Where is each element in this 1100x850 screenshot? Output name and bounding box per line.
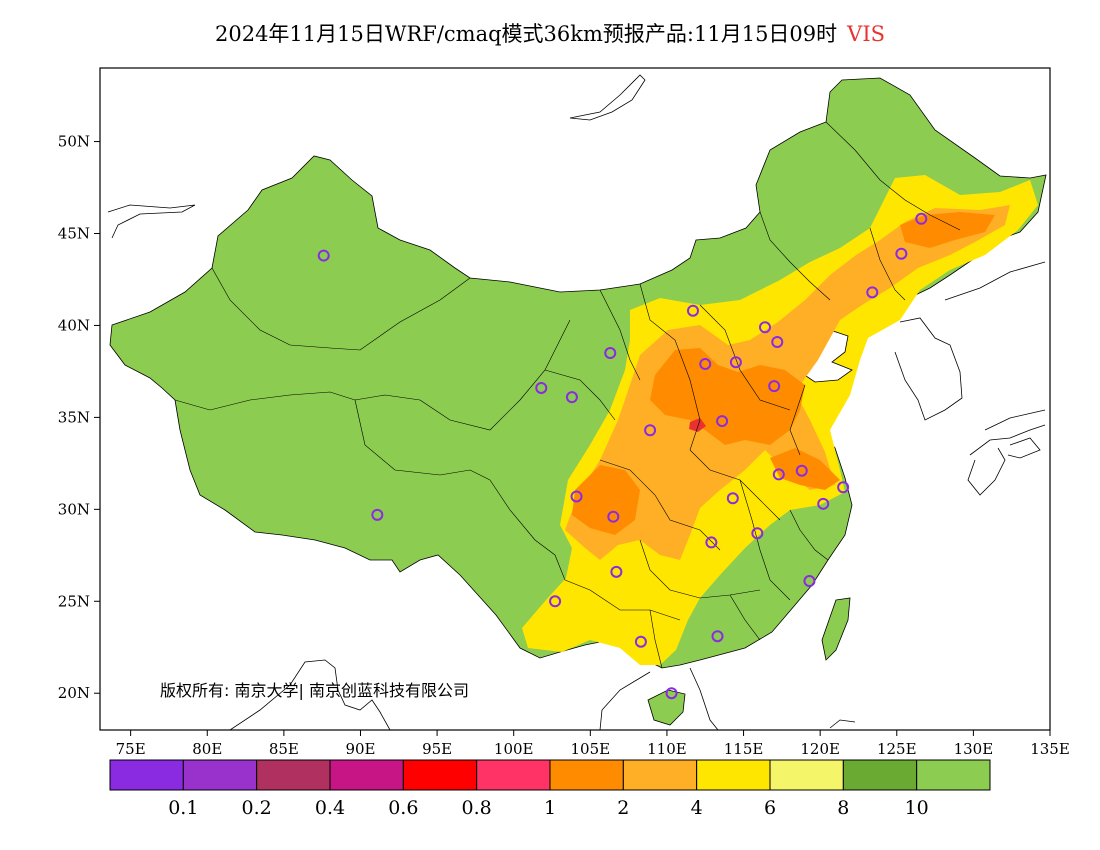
station-marker — [570, 490, 583, 503]
visibility-band-0-6-0-8 — [689, 418, 706, 432]
visibility-band-1-2-sichuan — [572, 465, 640, 535]
colorbar-label: 0.1 — [168, 797, 198, 819]
colorbar-swatch — [402, 759, 478, 791]
colorbar-label: 4 — [691, 797, 703, 819]
colorbar-swatch — [109, 759, 184, 791]
latitude-axis: 20N 25N 30N 35N 40N 45N 50N — [58, 133, 100, 702]
station-marker — [772, 468, 785, 481]
lon-tick-label: 105E — [571, 740, 611, 758]
lon-tick-label: 100E — [494, 740, 534, 758]
colorbar-label: 0.8 — [462, 797, 492, 819]
neighbour-coastlines — [107, 74, 1046, 730]
station-marker — [716, 415, 729, 428]
station-marker — [665, 687, 678, 700]
station-marker — [895, 247, 908, 260]
map-frame-border — [99, 67, 1051, 731]
station-marker — [866, 286, 879, 299]
lon-tick-label: 135E — [1030, 740, 1070, 758]
station-marker — [751, 527, 764, 540]
station-marker — [607, 510, 620, 523]
station-marker — [535, 381, 548, 394]
colorbar-label: 0.6 — [388, 797, 418, 819]
colorbar-label: 2 — [617, 797, 629, 819]
copyright-text: 版权所有: 南京大学| 南京创蓝科技有限公司 — [160, 681, 469, 700]
lat-tick-label: 25N — [58, 592, 90, 610]
map-title: 2024年11月15日WRF/cmaq模式36km预报产品:11月15日09时 V… — [0, 18, 1100, 48]
station-marker — [837, 481, 850, 494]
visibility-band-1-2-northeast — [900, 212, 995, 248]
lon-tick-label: 75E — [116, 740, 146, 758]
station-markers — [317, 212, 928, 700]
taiwan-island — [821, 597, 851, 661]
colorbar-swatch — [696, 759, 771, 791]
station-marker — [644, 424, 657, 437]
station-marker — [726, 492, 739, 505]
lat-tick-label: 30N — [58, 500, 90, 518]
lon-tick-label: 85E — [269, 740, 299, 758]
map-content — [107, 74, 1047, 730]
colorbar-swatch — [329, 759, 404, 791]
lat-tick-label: 40N — [58, 316, 90, 334]
station-marker — [317, 249, 330, 262]
station-marker — [915, 212, 928, 225]
longitude-axis: 75E 80E 85E 90E 95E 100E 105E 110E 115E 120E 125E 1… — [116, 730, 1070, 758]
lon-tick-label: 125E — [877, 740, 917, 758]
station-marker — [771, 335, 784, 348]
colorbar-label: 8 — [837, 797, 849, 819]
station-marker — [795, 464, 808, 477]
province-boundaries — [174, 121, 961, 669]
station-marker — [699, 358, 712, 371]
map-title-text: 2024年11月15日WRF/cmaq模式36km预报产品:11月15日09时 — [214, 22, 838, 46]
colorbar-label: 6 — [764, 797, 776, 819]
lon-tick-label: 110E — [647, 740, 687, 758]
station-marker — [768, 380, 781, 393]
station-marker — [759, 321, 771, 334]
station-marker — [817, 497, 830, 510]
visibility-band-1-2-east — [770, 448, 840, 490]
colorbar-label: 0.2 — [242, 797, 272, 819]
lat-tick-label: 20N — [58, 684, 90, 702]
lon-tick-label: 90E — [345, 740, 375, 758]
colorbar-label: 10 — [905, 797, 929, 819]
colorbar-label: 0.4 — [315, 797, 345, 819]
visibility-band-1-2-north — [650, 348, 805, 445]
colorbar-swatch — [182, 759, 258, 791]
colorbar-swatch — [549, 759, 624, 791]
station-marker — [604, 347, 617, 360]
station-marker — [610, 565, 623, 578]
colorbar-swatch — [622, 759, 698, 791]
colorbar-label: 1 — [544, 797, 556, 819]
variable-label: VIS — [847, 22, 886, 46]
lon-tick-label: 130E — [954, 740, 994, 758]
station-marker — [371, 508, 384, 521]
lon-tick-label: 115E — [724, 740, 764, 758]
colorbar-swatch — [476, 759, 551, 791]
lat-tick-label: 35N — [58, 408, 90, 426]
lat-tick-label: 50N — [58, 133, 90, 151]
station-marker — [803, 575, 816, 588]
lon-tick-label: 120E — [800, 740, 840, 758]
colorbar-swatch — [916, 759, 991, 791]
station-marker — [565, 391, 578, 404]
colorbar-swatch — [769, 759, 844, 791]
station-marker — [705, 536, 718, 549]
lon-tick-label: 80E — [192, 740, 222, 758]
station-marker — [634, 635, 647, 648]
colorbar: 0.1 0.2 0.4 0.6 0.8 1 2 4 6 8 10 — [109, 759, 991, 819]
lat-tick-label: 45N — [58, 225, 90, 243]
station-marker — [729, 356, 742, 369]
station-marker — [711, 630, 724, 643]
colorbar-swatch — [256, 759, 331, 791]
station-marker — [686, 304, 699, 317]
colorbar-swatch — [842, 759, 918, 791]
station-marker — [549, 595, 562, 608]
lon-tick-label: 95E — [422, 740, 452, 758]
